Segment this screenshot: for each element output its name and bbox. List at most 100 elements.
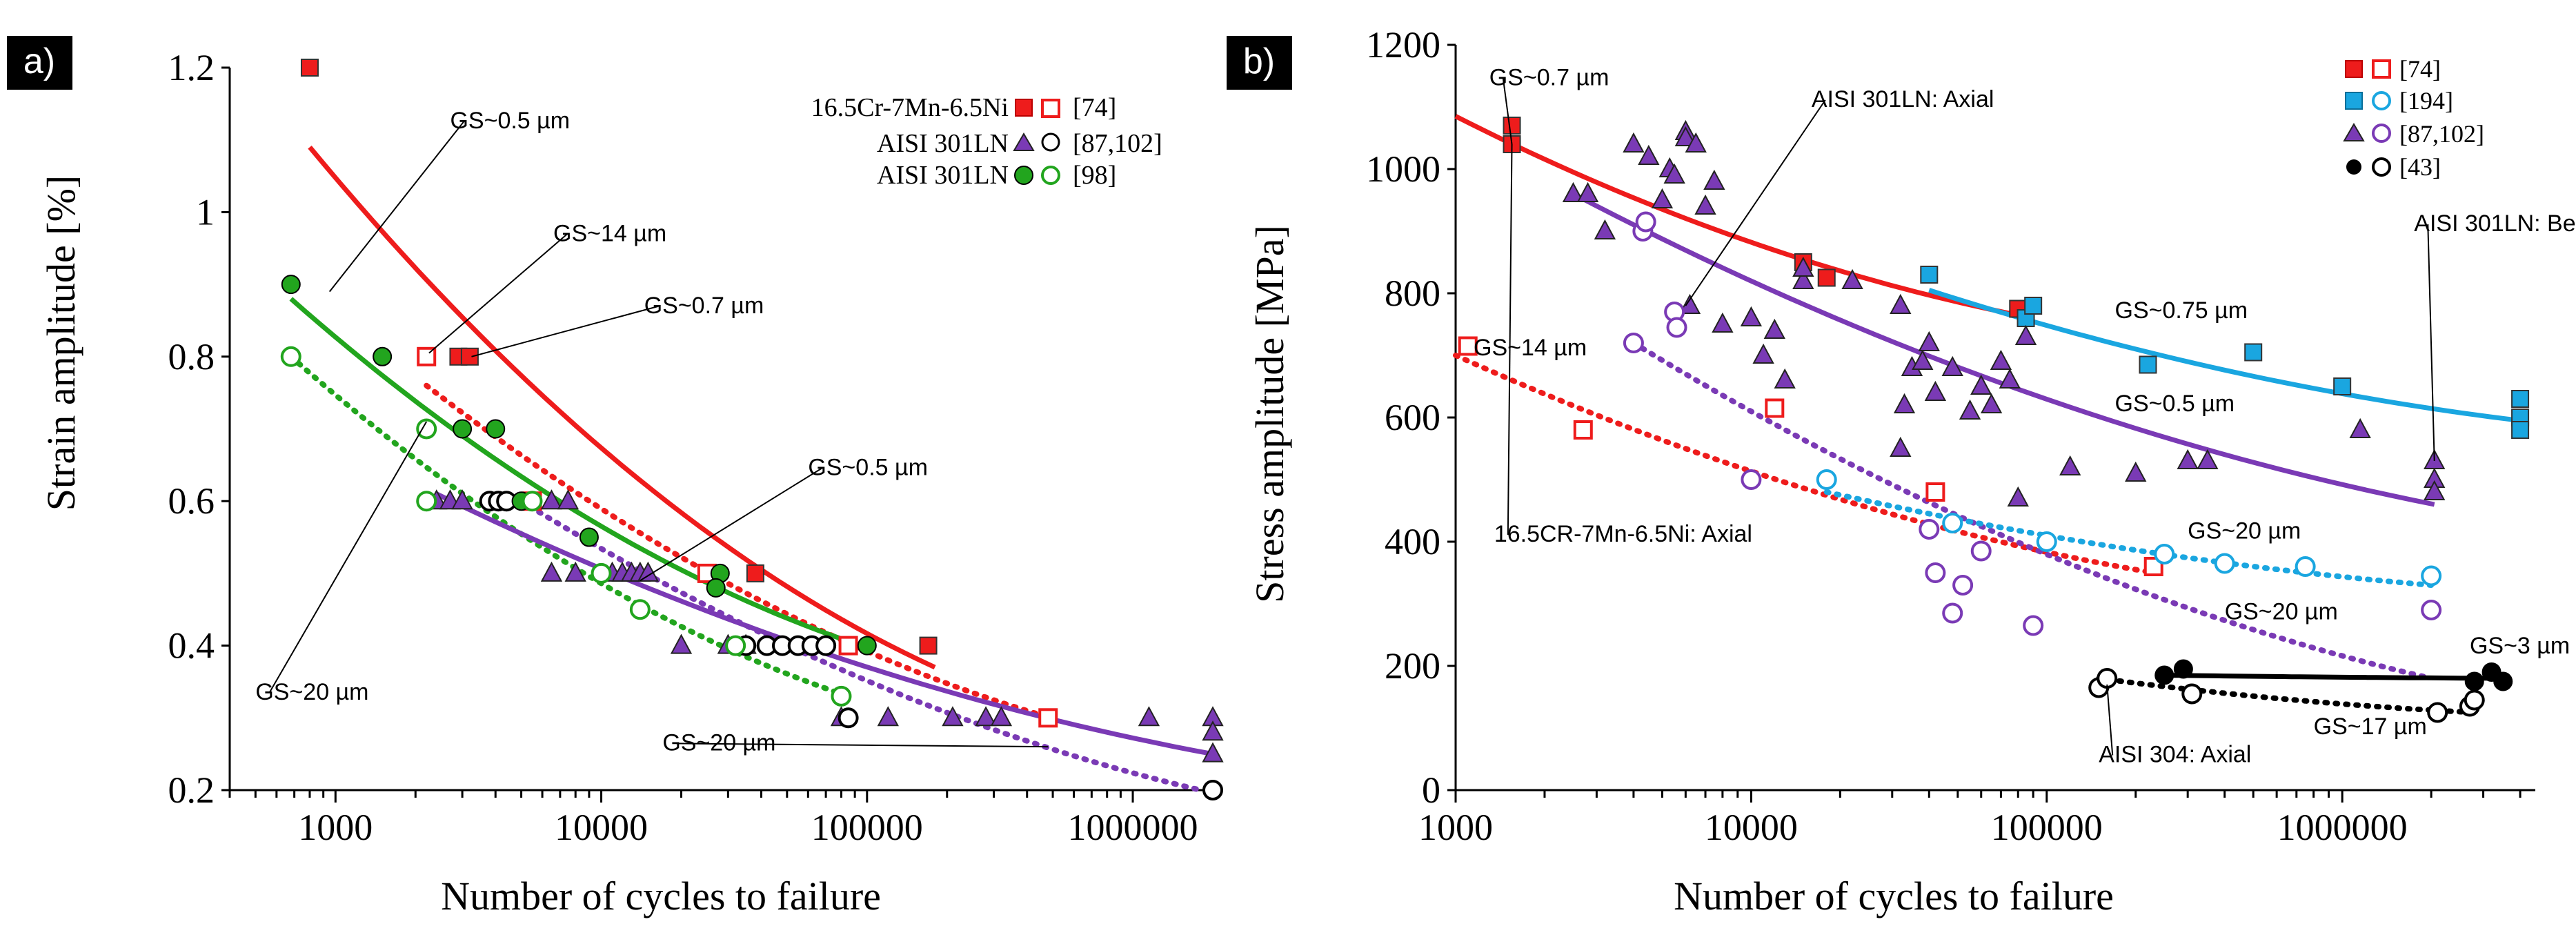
y-tick-label: 0.2 [168, 769, 215, 811]
panel-b-chart: b) Stress amplitude [MPa] Number of cycl… [1227, 24, 2576, 918]
legend-b-ref-4: [43] [2399, 153, 2441, 181]
data-point-black-circle-filled [2154, 665, 2174, 685]
fit-line-green-solid [289, 297, 862, 648]
legend-a-ref-3: [98] [1073, 161, 1116, 190]
fit-line-red-dotted [424, 382, 1053, 721]
legend-a-label-2: AISI 301LN [877, 129, 1009, 158]
annotation-label: GS~0.7 µm [644, 293, 764, 319]
annotation-label: GS~0.5 µm [808, 455, 928, 481]
data-point-purple-triangle-filled [1685, 132, 1707, 153]
annotation-label: AISI 301LN: Bending [2414, 210, 2576, 237]
data-point-purple-triangle-filled [1594, 219, 1616, 239]
data-point-blue-square-filled [2333, 377, 2352, 395]
data-point-purple-circle-open [1741, 469, 1762, 490]
legend-b-marker-blue-filled [2345, 92, 2363, 110]
legend-a-ref-1: [74] [1073, 93, 1116, 122]
data-point-green-circle-open [416, 491, 437, 512]
data-point-red-square-open [1573, 420, 1593, 440]
annotation-label: GS~20 µm [2225, 599, 2338, 625]
fit-line-purple-dotted [518, 498, 1204, 793]
data-point-purple-triangle-filled [1890, 436, 1912, 457]
data-point-purple-triangle-filled [1912, 349, 1934, 370]
data-point-purple-triangle-filled [1792, 256, 1814, 277]
data-point-red-square-filled [746, 564, 764, 582]
x-tick-label: 100000 [1991, 807, 2103, 848]
panel-b-label: b) [1243, 41, 1275, 81]
data-point-purple-circle-open [2023, 615, 2044, 636]
data-point-purple-triangle-filled [1202, 742, 1224, 763]
data-point-red-square-open [1038, 708, 1058, 728]
data-point-purple-triangle-filled [1712, 312, 1734, 333]
data-point-purple-triangle-filled [1890, 293, 1912, 314]
data-point-blue-square-filled [2511, 390, 2530, 408]
panel-b-xlabel: Number of cycles to failure [1674, 874, 2114, 918]
data-point-purple-triangle-filled [1924, 380, 1947, 401]
annotation-label: GS~3 µm [2470, 633, 2570, 659]
annotation-leader-line [2427, 224, 2435, 462]
data-point-black-circle-open [838, 707, 859, 729]
legend-a-marker-red-filled [1015, 99, 1033, 117]
data-point-green-circle-filled [281, 275, 301, 295]
data-point-purple-circle-open [2421, 600, 2442, 620]
data-point-green-circle-open [416, 418, 437, 440]
data-point-blue-circle-open [2036, 531, 2057, 552]
x-tick-label: 1000 [298, 807, 373, 848]
data-point-black-circle-filled [2464, 671, 2484, 691]
data-point-blue-circle-open [2295, 556, 2316, 577]
data-point-green-circle-open [725, 635, 746, 656]
data-point-purple-triangle-filled [1970, 374, 1992, 395]
annotation-label: AISI 301LN: Axial [1812, 86, 1994, 112]
legend-a-marker-purple-triangle [1013, 132, 1035, 151]
legend-b-marker-blue-open [2372, 91, 2391, 110]
data-point-green-circle-filled [486, 419, 506, 439]
data-point-green-circle-filled [857, 636, 877, 656]
data-point-green-circle-open [522, 491, 543, 512]
data-point-blue-square-filled [2244, 343, 2263, 362]
legend-a-label-1: 16.5Cr-7Mn-6.5Ni [811, 93, 1009, 122]
data-point-black-circle-filled [2493, 671, 2513, 691]
data-point-purple-triangle-filled [2014, 324, 2037, 345]
y-tick-label: 800 [1385, 273, 1440, 314]
panel-b-label-box [1227, 36, 1292, 90]
data-point-green-circle-filled [453, 419, 473, 439]
data-point-purple-triangle-filled [540, 561, 563, 582]
data-point-green-circle-filled [706, 578, 726, 598]
data-point-purple-circle-open [1925, 562, 1946, 583]
legend-a-marker-green-open [1041, 166, 1060, 185]
panel-a-xlabel: Number of cycles to failure [441, 874, 881, 918]
y-tick-label: 1.2 [168, 47, 215, 88]
data-point-purple-triangle-filled [1638, 144, 1660, 165]
annotation-label: 16.5CR-7Mn-6.5Ni: Axial [1494, 521, 1752, 547]
data-point-purple-triangle-filled [1674, 126, 1697, 146]
annotation-label: GS~17 µm [2314, 714, 2427, 740]
data-point-purple-triangle-filled [1980, 393, 2003, 413]
data-point-purple-triangle-filled [1999, 368, 2021, 389]
fit-line-red-solid [1454, 114, 2034, 321]
legend-b-ref-1: [74] [2399, 55, 2441, 83]
annotation-label: GS~0.5 µm [450, 108, 570, 134]
data-point-purple-circle-open [1635, 211, 1656, 233]
fit-line-blue-dotted [1823, 489, 2435, 588]
data-point-black-circle-open [2464, 689, 2485, 711]
data-point-blue-circle-open [2421, 565, 2442, 587]
data-point-green-circle-open [831, 685, 852, 707]
annotation-label: GS~14 µm [553, 220, 666, 246]
data-point-blue-circle-open [2154, 544, 2175, 564]
data-point-purple-triangle-filled [2197, 449, 2219, 469]
x-tick-label: 100000 [811, 807, 923, 848]
data-point-purple-triangle-filled [1562, 181, 1585, 202]
annotation-leader-line [1507, 144, 1513, 535]
y-tick-label: 200 [1385, 645, 1440, 687]
data-point-black-circle-open [1202, 780, 1223, 800]
y-tick-label: 1200 [1366, 24, 1440, 66]
data-point-purple-triangle-filled [1202, 720, 1224, 741]
data-point-blue-circle-open [1816, 469, 1837, 490]
data-point-red-square-open [838, 636, 858, 656]
data-point-purple-triangle-filled [877, 706, 899, 727]
data-point-purple-circle-open [1942, 602, 1963, 624]
legend-b-marker-black-filled [2346, 159, 2361, 175]
data-point-purple-triangle-filled [1959, 399, 1981, 420]
panel-b-legend: [74] [194] [87,102] [43] [2343, 55, 2484, 181]
data-point-red-square-filled [300, 59, 319, 77]
